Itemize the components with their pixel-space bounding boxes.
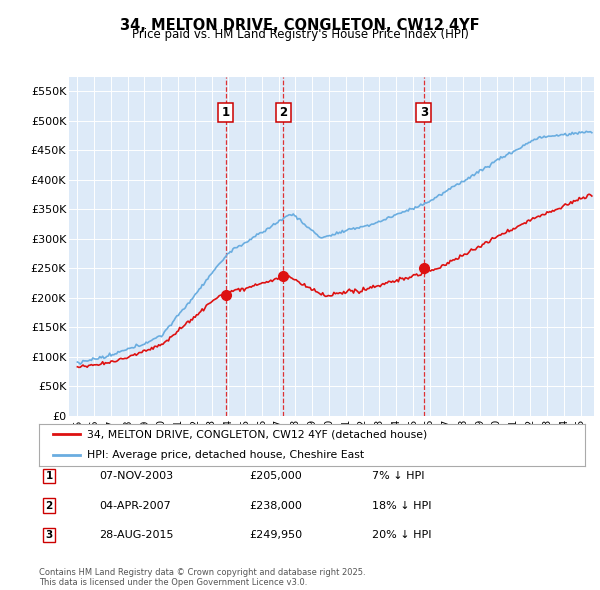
Text: 3: 3 <box>419 106 428 119</box>
Text: 18% ↓ HPI: 18% ↓ HPI <box>372 501 431 510</box>
Text: Contains HM Land Registry data © Crown copyright and database right 2025.
This d: Contains HM Land Registry data © Crown c… <box>39 568 365 587</box>
Text: HPI: Average price, detached house, Cheshire East: HPI: Average price, detached house, Ches… <box>87 451 364 460</box>
Text: 2: 2 <box>279 106 287 119</box>
Text: 34, MELTON DRIVE, CONGLETON, CW12 4YF (detached house): 34, MELTON DRIVE, CONGLETON, CW12 4YF (d… <box>87 430 427 439</box>
Text: 3: 3 <box>46 530 53 540</box>
Text: 1: 1 <box>222 106 230 119</box>
Text: 34, MELTON DRIVE, CONGLETON, CW12 4YF: 34, MELTON DRIVE, CONGLETON, CW12 4YF <box>120 18 480 32</box>
Text: 7% ↓ HPI: 7% ↓ HPI <box>372 471 425 481</box>
Text: 28-AUG-2015: 28-AUG-2015 <box>99 530 173 540</box>
Text: £205,000: £205,000 <box>249 471 302 481</box>
Text: 07-NOV-2003: 07-NOV-2003 <box>99 471 173 481</box>
Text: 20% ↓ HPI: 20% ↓ HPI <box>372 530 431 540</box>
Text: £238,000: £238,000 <box>249 501 302 510</box>
Text: Price paid vs. HM Land Registry's House Price Index (HPI): Price paid vs. HM Land Registry's House … <box>131 28 469 41</box>
Text: 04-APR-2007: 04-APR-2007 <box>99 501 171 510</box>
Text: 2: 2 <box>46 501 53 510</box>
Text: £249,950: £249,950 <box>249 530 302 540</box>
Text: 1: 1 <box>46 471 53 481</box>
